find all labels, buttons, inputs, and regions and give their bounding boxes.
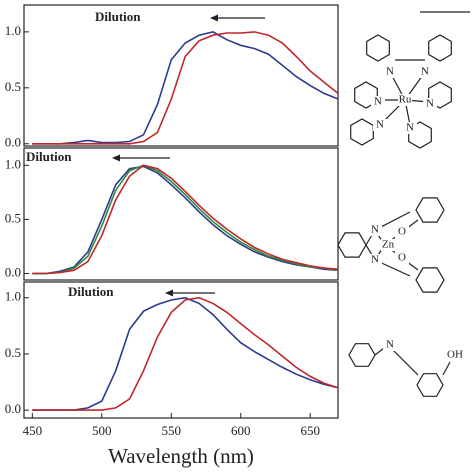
spectrum-line	[32, 31, 339, 145]
x-tick-label: 600	[231, 423, 251, 438]
panel-frame	[23, 147, 339, 281]
atom-bg	[383, 339, 397, 351]
ring	[354, 81, 378, 109]
x-axis-title: Wavelength (nm)	[108, 444, 254, 468]
spectrum-line	[32, 164, 339, 275]
y-tick-label: 0.0	[5, 401, 21, 416]
arrow-head	[210, 14, 218, 22]
y-tick-label: 0.0	[5, 264, 21, 279]
ring	[415, 267, 445, 293]
annotation: Dilution	[95, 9, 141, 24]
atom-bg	[371, 96, 385, 108]
arrow-head	[165, 289, 173, 297]
atom-bg	[383, 66, 397, 78]
ring	[428, 34, 452, 62]
y-tick-label: 0.5	[5, 210, 21, 225]
atom-label: N	[426, 98, 434, 110]
atom-bg	[403, 122, 417, 134]
atom-label: Ru	[399, 94, 412, 106]
annotation: Dilution	[26, 149, 72, 164]
atom-label: Zn	[382, 239, 395, 251]
ring	[348, 343, 376, 367]
ring	[337, 232, 367, 258]
spectrum-line	[32, 165, 339, 275]
bond	[442, 361, 451, 376]
atom-bg	[368, 224, 382, 236]
annotation: Dilution	[68, 284, 114, 299]
x-tick-label: 450	[23, 423, 43, 438]
panel-frame	[23, 4, 339, 147]
atom-label: N	[386, 339, 394, 351]
atom-label: N	[386, 66, 394, 78]
atom-label: O	[398, 226, 406, 238]
spectrum-line	[32, 31, 339, 145]
atom-label: N	[371, 224, 379, 236]
spectrum-line	[32, 164, 339, 275]
atom-bg	[448, 349, 462, 361]
ring	[428, 81, 452, 109]
y-tick-label: 0.5	[5, 345, 21, 360]
ring	[415, 197, 445, 223]
atom-bg	[381, 239, 395, 251]
atom-bg	[423, 98, 437, 110]
panel-frame	[23, 281, 339, 419]
atom-label: N	[406, 122, 414, 134]
y-tick-label: 1.0	[5, 156, 21, 171]
atom-label: OH	[447, 349, 463, 361]
atom-bg	[373, 119, 387, 131]
y-tick-label: 0.0	[5, 135, 21, 150]
spectrum-line	[32, 296, 339, 411]
atom-bg	[368, 254, 382, 266]
atom-label: O	[398, 252, 406, 264]
spectrum-line	[32, 296, 339, 411]
atom-label: N	[374, 96, 382, 108]
atom-bg	[395, 252, 409, 264]
atom-bg	[395, 226, 409, 238]
arrow-head	[112, 154, 120, 162]
atom-label: N	[371, 254, 379, 266]
y-tick-label: 1.0	[5, 289, 21, 304]
ring	[416, 373, 444, 397]
ring	[366, 34, 390, 62]
atom-label: N	[421, 66, 429, 78]
x-tick-label: 650	[300, 423, 320, 438]
y-tick-label: 0.5	[5, 79, 21, 94]
atom-bg	[418, 66, 432, 78]
y-tick-label: 1.0	[5, 23, 21, 38]
atom-label: N	[376, 119, 384, 131]
x-tick-label: 550	[162, 423, 182, 438]
atom-bg	[398, 94, 412, 106]
ring	[350, 118, 374, 146]
x-tick-label: 500	[92, 423, 112, 438]
bond	[404, 361, 419, 376]
